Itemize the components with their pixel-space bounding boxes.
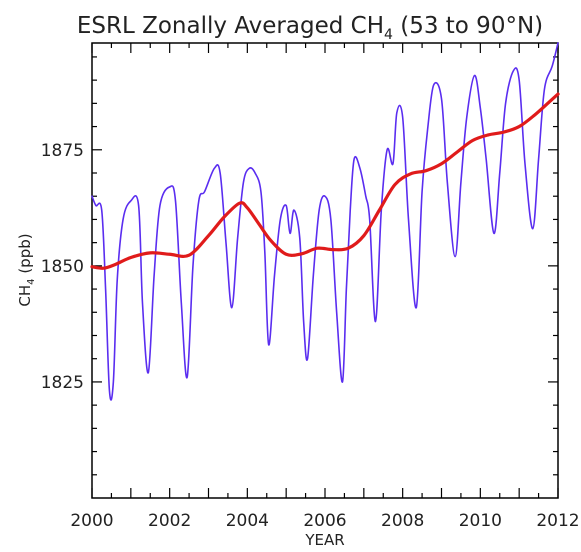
x-tick-label: 2004 [226, 511, 269, 531]
series-line-monthly [91, 42, 559, 401]
x-tick-label: 2012 [536, 511, 579, 531]
x-tick-label: 2006 [303, 511, 346, 531]
x-tick-label: 2002 [148, 511, 191, 531]
series-line-trend [90, 92, 560, 270]
x-tick-label: 2000 [70, 511, 113, 531]
axis-tick-labels: 2000 2002 2004 2006 2008 2010 2012 1825 1850 1875 [41, 141, 580, 531]
axis-ticks [91, 43, 559, 498]
y-tick-label: 1850 [41, 257, 84, 277]
x-tick-label: 2008 [381, 511, 424, 531]
y-axis-label: CH4 (ppb) [16, 233, 37, 306]
x-axis-label: YEAR [304, 531, 344, 549]
series-layer [90, 42, 560, 401]
x-tick-label: 2010 [459, 511, 502, 531]
y-tick-label: 1825 [41, 373, 84, 393]
chart-title: ESRL Zonally Averaged CH4 (53 to 90°N) [77, 13, 543, 43]
plot-frame [91, 42, 559, 499]
y-tick-label: 1875 [41, 141, 84, 161]
